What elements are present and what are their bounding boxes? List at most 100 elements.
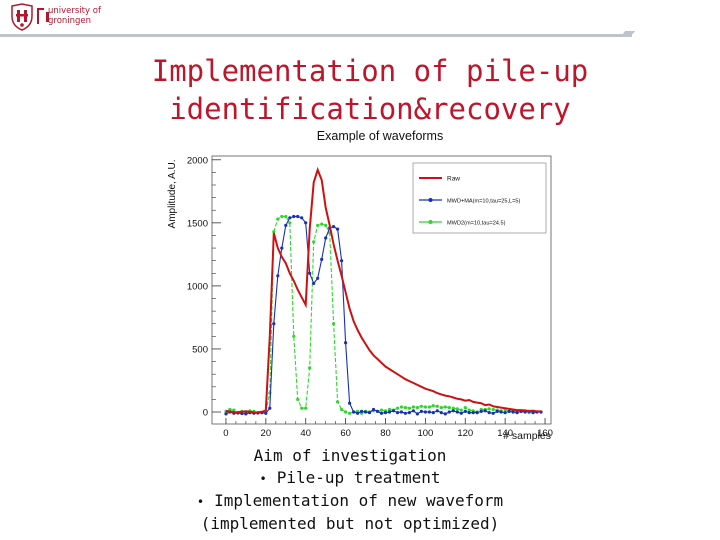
data-point: [348, 411, 352, 415]
data-point: [308, 271, 312, 275]
data-point: [403, 411, 407, 415]
bullet-glyph: •: [259, 472, 267, 486]
data-point: [316, 276, 320, 280]
series-1: [225, 166, 541, 414]
bullet-item-waveform-note: (implemented but not optimized): [200, 514, 500, 533]
data-point: [332, 322, 336, 326]
data-point: [224, 412, 228, 416]
data-point: [447, 406, 451, 410]
legend-marker: [428, 198, 433, 202]
data-point: [427, 410, 431, 414]
data-point: [316, 223, 320, 227]
data-point: [491, 407, 495, 412]
legend-label: Raw: [447, 176, 460, 183]
legend-label: MWD+MA(m=10,tau=25,L=5): [447, 199, 521, 205]
logo-line-groningen: groningen: [48, 16, 92, 26]
data-point: [415, 406, 419, 410]
data-point: [363, 410, 368, 414]
x-tick-label: 60: [340, 428, 351, 439]
data-point: [395, 411, 400, 415]
data-point: [312, 240, 316, 244]
series-line: [225, 166, 541, 414]
legend-label: MWD2(m=10,tau=24.5): [447, 221, 506, 227]
data-point: [352, 410, 356, 414]
data-point: [304, 221, 308, 225]
data-point: [399, 405, 403, 409]
slide-title: Implementation of pile-up identification…: [100, 52, 640, 128]
data-point: [491, 411, 495, 415]
data-point: [383, 411, 388, 415]
data-point: [431, 404, 435, 408]
axis-ticks: 0 20 40 60 80 100 120 140 160 0 500 1000 1500 2000: [187, 155, 553, 439]
data-point: [455, 407, 459, 411]
aim-section: Aim of investigation • Pile-up treatment …: [140, 445, 560, 535]
y-tick-label: 0: [203, 408, 208, 419]
data-point: [312, 281, 316, 285]
x-tick-label: 20: [261, 428, 272, 439]
data-point: [332, 225, 336, 229]
logo-wordmark: university of groningen: [48, 6, 101, 26]
bullet-item-pileup: • Pile-up treatment: [140, 467, 560, 490]
data-point: [467, 408, 471, 412]
data-point: [407, 406, 411, 410]
header-divider: [0, 34, 632, 37]
data-point: [308, 366, 312, 370]
x-tick-label: 80: [380, 428, 391, 439]
data-point: [344, 341, 348, 345]
waveform-chart: Example of waveforms Amplitude, A.U. # s…: [167, 129, 553, 442]
data-point: [284, 223, 288, 227]
x-tick-label: 120: [457, 428, 473, 439]
data-point: [439, 406, 443, 410]
data-point: [232, 408, 236, 412]
slide-title-line2: identification&recovery: [169, 92, 571, 126]
data-point: [443, 405, 447, 409]
data-point: [296, 397, 300, 401]
y-tick-label: 500: [192, 344, 208, 355]
data-point: [415, 412, 419, 416]
data-point: [304, 406, 308, 410]
data-point: [455, 410, 459, 414]
slide-title-line1: Implementation of pile-up: [151, 54, 589, 88]
data-point: [288, 216, 292, 220]
data-point: [300, 406, 304, 410]
data-point: [379, 408, 384, 412]
university-logo: [11, 3, 49, 31]
data-point: [320, 257, 324, 261]
legend: Raw MWD+MA(m=10,tau=25,L=5) MWD2(m=10,tau=…: [412, 162, 547, 234]
data-point: [268, 406, 272, 410]
data-point: [387, 410, 392, 414]
data-point: [395, 406, 400, 410]
series-layer: [224, 166, 543, 416]
data-point: [435, 409, 439, 413]
data-point: [515, 411, 519, 415]
header-divider-tip: [622, 31, 636, 34]
data-point: [371, 407, 376, 412]
data-point: [391, 409, 396, 413]
data-point: [459, 408, 463, 412]
y-axis-label: Amplitude, A.U.: [167, 160, 178, 229]
data-point: [324, 223, 328, 227]
data-point: [292, 334, 296, 338]
bullet-item-waveform-text: Implementation of new waveform: [214, 491, 504, 510]
data-point: [375, 409, 380, 413]
data-point: [483, 409, 487, 413]
data-point: [431, 411, 435, 415]
data-point: [336, 400, 340, 404]
data-point: [324, 236, 328, 240]
data-point: [336, 227, 340, 231]
data-point: [467, 411, 471, 415]
data-point: [451, 406, 455, 410]
data-point: [272, 230, 276, 234]
data-point: [264, 411, 268, 415]
data-point: [356, 411, 360, 415]
y-tick-label: 2000: [187, 155, 208, 166]
data-point: [427, 405, 431, 409]
data-point: [495, 409, 499, 413]
data-point: [288, 221, 292, 225]
data-point: [340, 259, 344, 263]
data-point: [487, 411, 491, 415]
data-point: [272, 322, 276, 326]
data-point: [407, 411, 411, 415]
y-tick-label: 1500: [187, 218, 208, 229]
data-point: [276, 217, 280, 221]
